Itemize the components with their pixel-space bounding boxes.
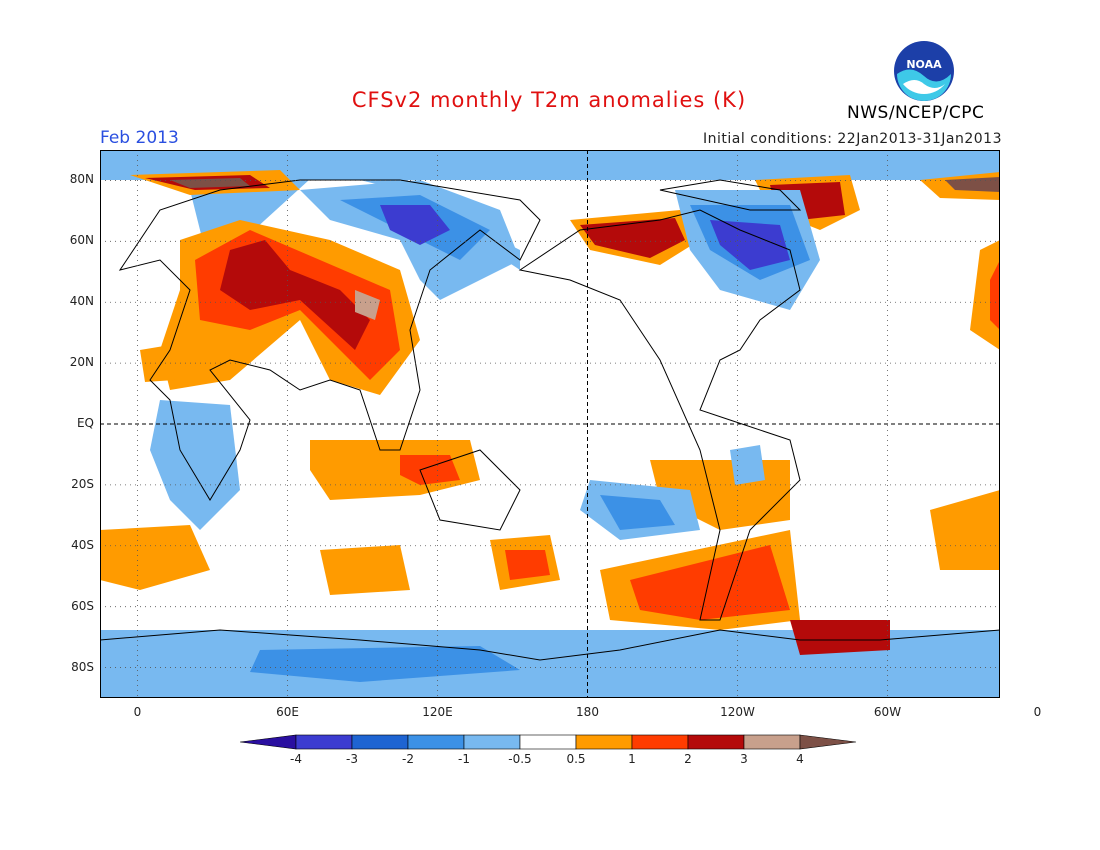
anomaly-cold-siberia-core [380, 205, 450, 245]
coast-eurasia-africa [118, 179, 541, 501]
longitude-label: 0 [133, 705, 142, 719]
latitude-label: 20S [71, 476, 94, 491]
colorbar-label: 3 [740, 752, 748, 766]
anomaly-cold-antarctic-band [100, 630, 1000, 698]
anomaly-fields [100, 150, 1000, 698]
latitude-label: 80N [69, 172, 94, 187]
coast-greenland [659, 179, 802, 211]
colorbar-label: -3 [346, 752, 358, 766]
forecast-period: Feb 2013 [100, 128, 179, 148]
colorbar-segment [351, 734, 409, 750]
latitude-label: 80S [71, 659, 94, 674]
coast-antarctica [100, 629, 1000, 661]
colorbar-label: -4 [290, 752, 302, 766]
colorbar-label: 2 [684, 752, 692, 766]
anomaly-warm-eurasia-max [355, 290, 380, 320]
colorbar-label: 1 [628, 752, 636, 766]
anomaly-warm-west-africa [140, 345, 175, 382]
colorbar-segment [295, 734, 353, 750]
grid-lines [100, 150, 1000, 698]
colorbar-segment [519, 734, 577, 750]
colorbar-segment [239, 734, 297, 750]
latitude-label: 40N [69, 294, 94, 309]
anomaly-cold-arctic-band [100, 150, 1000, 180]
anomaly-cold-south-america [730, 445, 765, 485]
anomaly-cold-south-pacific-core [600, 495, 675, 530]
anomaly-warm-europe-wrap-core [990, 260, 1000, 330]
anomaly-warm-arctic-3-max [945, 177, 1000, 192]
colorbar-segment [743, 734, 801, 750]
longitude-label: 180 [576, 705, 599, 719]
anomaly-warm-south-atlantic [100, 525, 210, 590]
map-title: CFSv2 monthly T2m anomalies (K) [351, 88, 747, 112]
anomaly-warm-antarctic-peninsula [790, 620, 890, 655]
latitude-label: 60N [69, 233, 94, 248]
anomaly-warm-alaska-core [580, 218, 685, 258]
colorbar-segment [463, 734, 521, 750]
anomaly-cold-canada-core [710, 220, 790, 270]
colorbar-segment [631, 734, 689, 750]
anomaly-warm-southern-pacific-core [630, 545, 790, 620]
noaa-logo: NOAA [893, 40, 955, 102]
colorbar-label: 0.5 [566, 752, 586, 766]
colorbar-segment [799, 734, 857, 750]
anomaly-cold-antarctic-core [250, 646, 520, 682]
latitude-label: 20N [69, 355, 94, 370]
anomaly-map [100, 150, 1000, 698]
longitude-label: 120W [720, 705, 755, 719]
longitude-label: 0 [1033, 705, 1042, 719]
coastlines [100, 179, 1000, 661]
colorbar-segment [575, 734, 633, 750]
colorbar [239, 734, 860, 754]
longitude-label: 120E [422, 705, 453, 719]
anomaly-warm-south-indian [320, 545, 410, 595]
anomaly-cold-eurasia-north [190, 170, 520, 270]
coast-australia [419, 449, 521, 531]
organization-label: NWS/NCEP/CPC [847, 103, 985, 123]
latitude-label: EQ [76, 416, 94, 430]
latitude-label: 40S [71, 537, 94, 552]
colorbar-label: 4 [796, 752, 804, 766]
longitude-label: 60W [873, 705, 902, 719]
logo-text: NOAA [906, 58, 942, 71]
latitude-label: 60S [71, 598, 94, 613]
anomaly-warm-east-atlantic [930, 490, 1000, 570]
initial-conditions: Initial conditions: 22Jan2013-31Jan2013 [703, 131, 1002, 147]
colorbar-label: -0.5 [508, 752, 532, 766]
colorbar-label: -1 [458, 752, 470, 766]
colorbar-segment [407, 734, 465, 750]
coast-americas [518, 209, 801, 621]
colorbar-segment [687, 734, 745, 750]
longitude-label: 60E [276, 705, 299, 719]
colorbar-label: -2 [402, 752, 414, 766]
anomaly-warm-eurasia-core [220, 240, 370, 350]
anomaly-warm-tasman-core [505, 550, 550, 580]
anomaly-cold-africa [150, 400, 240, 530]
anomaly-warm-indian-core [400, 455, 460, 485]
